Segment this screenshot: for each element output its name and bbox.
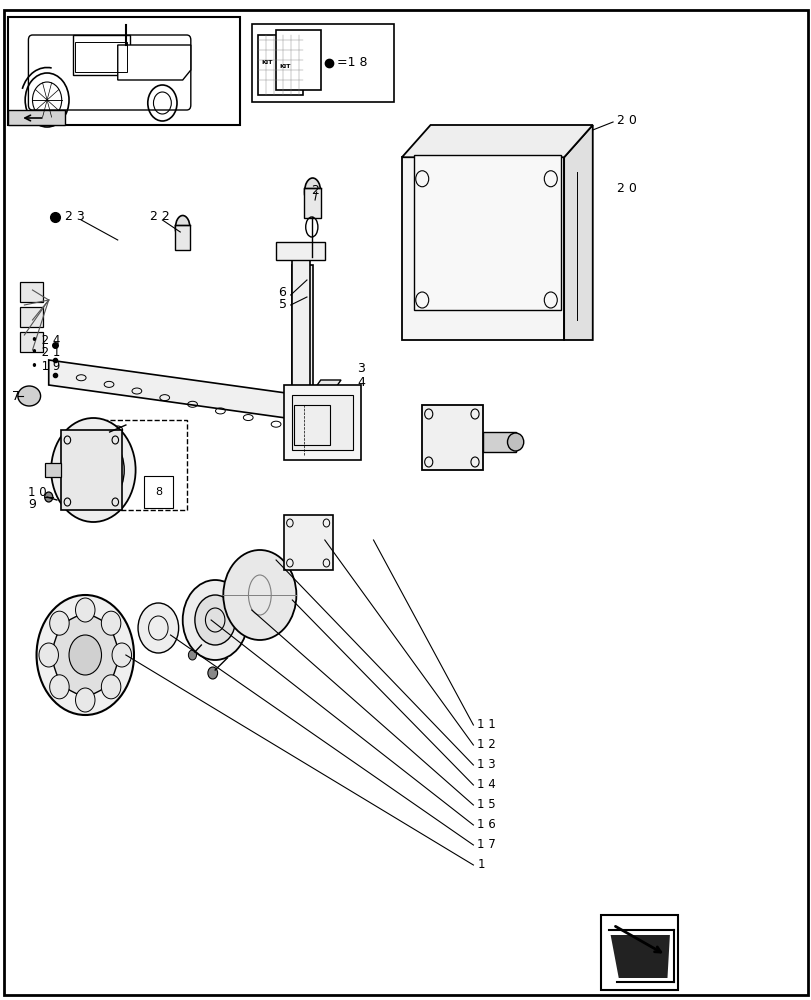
Bar	[20, 332, 43, 352]
Circle shape	[195, 595, 235, 645]
Text: 1 4: 1 4	[477, 778, 496, 792]
Circle shape	[223, 550, 296, 640]
Text: • 2 1: • 2 1	[31, 347, 60, 360]
Bar	[292, 245, 310, 420]
Text: 1: 1	[477, 858, 484, 871]
Text: 3: 3	[357, 361, 365, 374]
Text: 2: 2	[311, 184, 319, 196]
Circle shape	[122, 448, 129, 456]
Text: 2 2: 2 2	[150, 211, 169, 224]
Circle shape	[182, 580, 247, 660]
Polygon shape	[610, 935, 669, 978]
Circle shape	[49, 611, 69, 635]
Polygon shape	[292, 380, 341, 420]
Bar	[276, 30, 320, 90]
Bar	[20, 282, 43, 302]
Bar	[8, 110, 65, 125]
Text: 1 2: 1 2	[477, 738, 496, 752]
Circle shape	[53, 615, 118, 695]
Circle shape	[75, 688, 95, 712]
Polygon shape	[401, 125, 592, 157]
Bar	[292, 395, 353, 450]
Bar	[109, 460, 124, 482]
Bar	[483, 432, 515, 452]
Bar	[251, 24, 393, 102]
Bar	[604, 920, 673, 985]
Text: 1 5: 1 5	[477, 798, 496, 812]
Circle shape	[101, 675, 121, 699]
Bar	[61, 430, 122, 510]
Text: 9: 9	[28, 498, 36, 512]
Text: 1 1: 1 1	[477, 718, 496, 732]
Ellipse shape	[304, 178, 320, 206]
Bar	[304, 188, 320, 218]
Bar	[292, 265, 312, 435]
Text: 2 0: 2 0	[616, 113, 636, 126]
Text: 6: 6	[278, 286, 286, 298]
Text: 2 0: 2 0	[616, 182, 636, 194]
Text: =1 8: =1 8	[337, 56, 367, 70]
Circle shape	[51, 418, 135, 522]
Polygon shape	[49, 360, 300, 420]
Text: 1 6: 1 6	[477, 818, 496, 832]
Circle shape	[208, 667, 217, 679]
Circle shape	[49, 675, 69, 699]
Polygon shape	[564, 125, 592, 340]
Text: • 1 9: • 1 9	[31, 360, 60, 372]
Text: 4: 4	[357, 375, 365, 388]
Circle shape	[62, 432, 124, 508]
Bar	[73, 35, 130, 75]
Bar	[45, 463, 61, 477]
Bar	[8, 17, 239, 125]
Bar	[284, 515, 333, 570]
Text: KIT: KIT	[279, 64, 290, 70]
Bar	[109, 444, 130, 462]
Circle shape	[36, 595, 134, 715]
FancyBboxPatch shape	[28, 35, 191, 110]
Text: 1 0: 1 0	[28, 487, 47, 499]
Circle shape	[45, 492, 53, 502]
Text: 8: 8	[155, 487, 161, 497]
Bar	[414, 155, 560, 310]
Circle shape	[75, 598, 95, 622]
Text: 5: 5	[278, 298, 286, 312]
Bar	[20, 307, 43, 327]
Bar	[284, 385, 361, 460]
Bar	[600, 915, 677, 990]
Text: 2 3: 2 3	[65, 211, 84, 224]
Text: 7: 7	[12, 389, 20, 402]
Bar	[294, 405, 330, 445]
Bar	[422, 405, 483, 470]
Circle shape	[69, 635, 101, 675]
Circle shape	[138, 603, 178, 653]
Circle shape	[112, 643, 131, 667]
Text: KIT: KIT	[261, 60, 272, 64]
Bar	[258, 35, 303, 95]
Ellipse shape	[18, 386, 41, 406]
Text: • 2 4: • 2 4	[31, 334, 60, 347]
Bar	[401, 157, 564, 340]
Ellipse shape	[175, 216, 190, 240]
Text: 1 7: 1 7	[477, 838, 496, 852]
Bar	[276, 242, 324, 260]
Text: 1 3: 1 3	[477, 758, 496, 772]
Polygon shape	[118, 45, 191, 80]
Bar	[175, 225, 190, 250]
Circle shape	[39, 643, 58, 667]
Circle shape	[188, 650, 196, 660]
Circle shape	[101, 611, 121, 635]
Ellipse shape	[507, 433, 523, 451]
Bar	[75, 42, 127, 72]
